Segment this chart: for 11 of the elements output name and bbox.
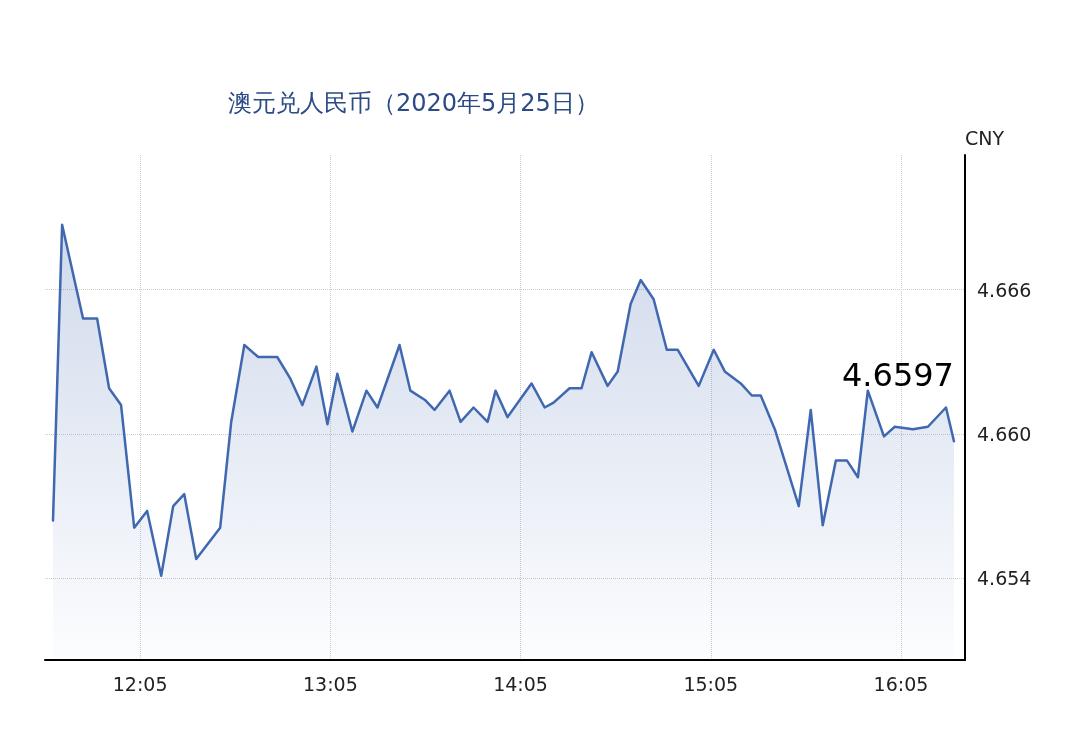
chart-title: 澳元兑人民币（2020年5月25日） <box>228 89 599 117</box>
y-axis-title: CNY <box>965 126 1005 149</box>
x-tick-label: 14:05 <box>493 672 548 695</box>
y-tick-label: 4.666 <box>977 278 1032 301</box>
x-tick-label: 13:05 <box>302 672 358 695</box>
annotation: 4.6597 <box>842 356 954 395</box>
y-tick-label: 4.654 <box>977 567 1032 590</box>
x-tick-label: 16:05 <box>873 672 929 695</box>
x-tick-label: 15:05 <box>683 672 739 695</box>
y-tick-label: 4.660 <box>977 422 1032 445</box>
x-tick-label: 12:05 <box>112 672 168 695</box>
